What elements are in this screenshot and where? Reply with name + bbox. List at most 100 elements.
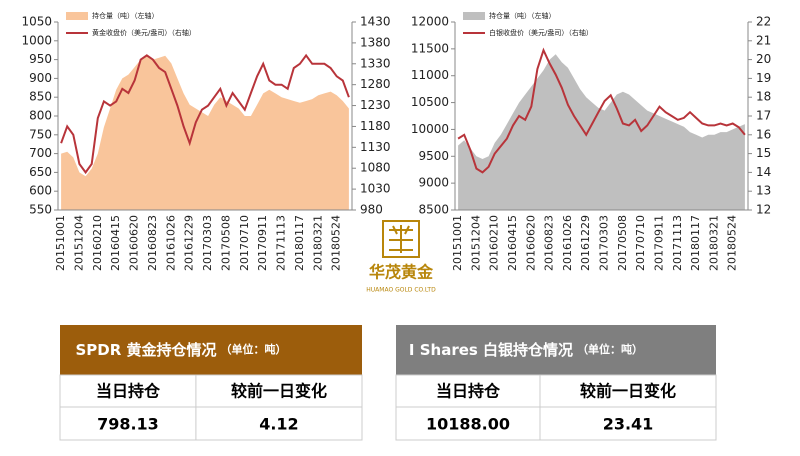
- y-tick-label: 1000: [21, 33, 52, 47]
- y2-tick-label: 14: [756, 165, 771, 179]
- x-tick-label: 20171113: [671, 215, 684, 271]
- table-title-text: I Shares 白银持仓情况: [409, 341, 573, 359]
- x-tick-label: 20180117: [689, 215, 702, 271]
- y2-tick-label: 16: [756, 127, 771, 141]
- x-tick-label: 20161229: [183, 215, 196, 271]
- y-tick-label: 750: [29, 127, 52, 141]
- table-column: 较前一日变化: [580, 382, 676, 401]
- x-tick-label: 20171113: [275, 215, 288, 271]
- y-tick-label: 9500: [418, 149, 449, 163]
- x-tick-label: 20180321: [707, 215, 720, 271]
- logo-icon-mark: [389, 225, 413, 253]
- legend-label: 黄金收盘价（美元/盎司）（右轴）: [92, 28, 196, 37]
- x-tick-label: 20180321: [311, 215, 324, 271]
- x-tick-label: 20161229: [579, 215, 592, 271]
- y-tick-label: 11000: [411, 68, 449, 82]
- table-title: SPDR 黄金持仓情况 （单位：吨）: [75, 341, 286, 359]
- x-tick-label: 20151204: [72, 215, 85, 271]
- x-tick-label: 20161026: [561, 215, 574, 271]
- table-cell: 798.13: [97, 415, 159, 434]
- x-tick-label: 20151001: [54, 215, 67, 271]
- table-column: 较前一日变化: [231, 382, 327, 401]
- y2-tick-label: 12: [756, 203, 771, 217]
- y-tick-label: 900: [29, 71, 52, 85]
- y2-tick-label: 17: [756, 109, 771, 123]
- y-tick-label: 550: [29, 203, 52, 217]
- x-tick-label: 20160210: [91, 215, 104, 271]
- y2-tick-label: 18: [756, 90, 771, 104]
- x-tick-label: 20151204: [469, 215, 482, 271]
- logo-icon: [382, 220, 420, 258]
- x-tick-label: 20170303: [201, 215, 214, 271]
- table-header: [396, 325, 716, 375]
- table-cell: 4.12: [259, 415, 298, 434]
- logo-subtitle: HUAMAO GOLD CO.LTD: [366, 287, 436, 294]
- area: [61, 55, 349, 210]
- y2-tick-label: 1280: [360, 77, 391, 91]
- y2-tick-label: 13: [756, 184, 771, 198]
- table-title: I Shares 白银持仓情况 （单位：吨）: [409, 341, 643, 359]
- x-tick-label: 20170710: [238, 215, 251, 271]
- y-tick-label: 8500: [418, 203, 449, 217]
- table-column: 当日持仓: [96, 382, 161, 401]
- x-tick-label: 20170911: [652, 215, 665, 271]
- x-tick-label: 20151001: [451, 215, 464, 271]
- x-tick-label: 20170508: [219, 215, 232, 271]
- table-unit: （单位：吨）: [221, 342, 287, 356]
- y-tick-label: 10500: [411, 95, 449, 109]
- table-header: [60, 325, 362, 375]
- legend-label: 持仓量（吨）（左轴）: [92, 11, 159, 20]
- y2-tick-label: 1030: [360, 182, 391, 196]
- x-tick-label: 20160620: [128, 215, 141, 271]
- line: [60, 53, 350, 175]
- y2-tick-label: 980: [360, 203, 383, 217]
- y-tick-label: 1050: [21, 15, 52, 29]
- y2-tick-label: 1130: [360, 140, 391, 154]
- y2-tick-label: 15: [756, 146, 771, 160]
- legend-label: 白银收盘价（美元/盎司）（右轴）: [489, 28, 593, 37]
- x-tick-label: 20160620: [524, 215, 537, 271]
- x-tick-label: 20170508: [616, 215, 629, 271]
- table-cell: 23.41: [603, 415, 654, 434]
- x-tick-label: 20170303: [598, 215, 611, 271]
- y2-tick-label: 1380: [360, 35, 391, 49]
- legend-swatch: [66, 12, 88, 20]
- x-tick-label: 20170911: [256, 215, 269, 271]
- y2-tick-label: 1330: [360, 56, 391, 70]
- y2-tick-label: 1430: [360, 15, 391, 29]
- y-tick-label: 600: [29, 184, 52, 198]
- y-tick-label: 700: [29, 146, 52, 160]
- x-tick-label: 20160415: [506, 215, 519, 271]
- y-tick-label: 9000: [418, 176, 449, 190]
- table-column: 当日持仓: [436, 382, 501, 401]
- table-cell: 10188.00: [426, 415, 510, 434]
- y-tick-label: 650: [29, 165, 52, 179]
- y2-tick-label: 21: [756, 33, 771, 47]
- area: [458, 54, 745, 211]
- table-title-text: SPDR 黄金持仓情况: [75, 341, 216, 359]
- x-tick-label: 20160415: [109, 215, 122, 271]
- x-tick-label: 20160210: [488, 215, 501, 271]
- x-tick-label: 20160823: [543, 215, 556, 271]
- y-tick-label: 12000: [411, 15, 449, 29]
- x-tick-label: 20161026: [164, 215, 177, 271]
- y2-tick-label: 1230: [360, 98, 391, 112]
- y-tick-label: 10000: [411, 122, 449, 136]
- x-tick-label: 20180524: [726, 215, 739, 271]
- x-tick-label: 20170710: [634, 215, 647, 271]
- line: [457, 47, 746, 174]
- y2-tick-label: 1080: [360, 161, 391, 175]
- x-tick-label: 20160823: [146, 215, 159, 271]
- y2-tick-label: 19: [756, 71, 771, 85]
- logo: 华茂黄金 HUAMAO GOLD CO.LTD: [366, 220, 436, 294]
- x-tick-label: 20180117: [293, 215, 306, 271]
- y2-tick-label: 1180: [360, 119, 391, 133]
- logo-name: 华茂黄金: [369, 263, 434, 282]
- x-tick-label: 20180524: [330, 215, 343, 271]
- legend-label: 持仓量（吨）（左轴）: [489, 11, 556, 20]
- y-tick-label: 11500: [411, 41, 449, 55]
- y-tick-label: 850: [29, 90, 52, 104]
- y-tick-label: 800: [29, 109, 52, 123]
- y-tick-label: 950: [29, 52, 52, 66]
